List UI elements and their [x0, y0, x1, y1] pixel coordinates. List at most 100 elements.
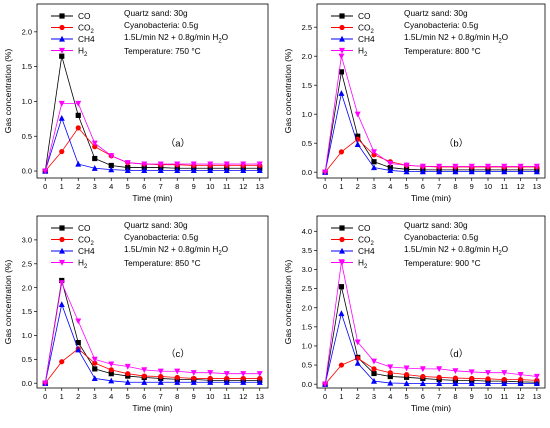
- legend-entry: CH4: [358, 34, 375, 44]
- data-point: [75, 100, 82, 107]
- data-point: [58, 301, 65, 307]
- data-point: [371, 377, 377, 384]
- data-point: [452, 375, 459, 381]
- data-point: [501, 168, 508, 175]
- legend-marker: [339, 13, 345, 19]
- series-line-0: [44, 280, 260, 384]
- data-point: [174, 379, 181, 385]
- data-point: [191, 375, 197, 382]
- y-tick-label: 1.0: [22, 97, 32, 106]
- legend-marker: [339, 236, 345, 243]
- x-tick-label: 5: [126, 182, 130, 191]
- y-tick-label: 0.0: [302, 380, 312, 389]
- legend-entry: CO2: [78, 235, 94, 248]
- y-axis-label: Gas concentration (%): [3, 260, 13, 345]
- panel-label: （d）: [444, 348, 468, 360]
- x-tick-label: 10: [484, 392, 492, 401]
- x-tick-label: 12: [516, 392, 524, 401]
- legend-entry: CO2: [358, 23, 374, 36]
- x-tick-label: 11: [223, 182, 231, 191]
- y-tick-label: 1.0: [302, 342, 312, 351]
- chart-panel-b: 0 1 2 3 4 5 6 7 8 9 10 11 12 130.00.51.01.52.02.5Time…: [283, 3, 546, 203]
- series-line-3: [324, 261, 537, 385]
- data-point: [42, 380, 49, 387]
- data-point: [157, 368, 164, 375]
- data-point: [92, 360, 98, 366]
- x-tick-label: 5: [126, 392, 130, 401]
- legend-marker: [339, 47, 345, 54]
- data-point: [124, 167, 131, 173]
- x-tick-label: 6: [142, 182, 146, 191]
- info-flow: 1.5L/min N2 + 0.8g/min H2O: [404, 32, 509, 45]
- data-point: [338, 53, 345, 60]
- x-tick-label: 12: [516, 182, 524, 191]
- data-point: [58, 280, 65, 287]
- legend-entry: CO: [358, 11, 371, 21]
- y-tick-label: 0.0: [22, 167, 32, 176]
- legend-entry: H2: [78, 258, 88, 271]
- data-point: [371, 358, 377, 365]
- data-point: [485, 380, 491, 387]
- data-point: [75, 160, 82, 167]
- x-tick-label: 9: [192, 182, 196, 191]
- data-point: [157, 167, 164, 173]
- x-tick-label: 10: [206, 392, 214, 401]
- y-axis-label: Gas concentration (%): [3, 49, 13, 134]
- data-point: [517, 168, 524, 175]
- plot-frame: [316, 3, 546, 179]
- x-tick-label: 2: [356, 182, 360, 191]
- data-point: [240, 167, 247, 173]
- series-line-2: [324, 91, 537, 173]
- y-tick-label: 1.5: [22, 62, 32, 71]
- x-tick-label: 8: [453, 392, 457, 401]
- y-tick-label: 0.5: [22, 355, 32, 364]
- data-point: [355, 133, 361, 139]
- x-tick-label: 11: [500, 392, 508, 401]
- info-temperature: Temperature: 750 °C: [124, 46, 201, 56]
- x-tick-label: 4: [109, 182, 113, 191]
- x-tick-label: 12: [239, 392, 247, 401]
- x-tick-label: 11: [223, 392, 231, 401]
- x-tick-label: 7: [437, 392, 441, 401]
- legend-entry: CO: [78, 11, 91, 21]
- legend-marker: [59, 236, 65, 243]
- legend-marker: [339, 259, 345, 266]
- x-tick-label: 5: [404, 392, 408, 401]
- legend-entry: H2: [358, 46, 368, 59]
- data-point: [354, 111, 361, 118]
- legend-marker: [59, 47, 65, 54]
- data-point: [436, 163, 443, 170]
- x-tick-label: 3: [93, 392, 97, 401]
- data-point: [91, 356, 98, 363]
- data-point: [190, 167, 197, 173]
- data-point: [533, 168, 540, 175]
- x-tick-label: 0: [43, 392, 47, 401]
- chart-panel-d: 0 1 2 3 4 5 6 7 8 9 10 11 12 130.00.51.01.52.02.53.03…: [283, 215, 546, 413]
- x-tick-label: 13: [256, 182, 264, 191]
- legend-entry: CO2: [78, 23, 94, 36]
- data-point: [419, 380, 426, 387]
- data-point: [501, 376, 507, 383]
- panel-label: （c）: [166, 348, 190, 360]
- data-point: [452, 380, 459, 387]
- series-line-1: [44, 348, 260, 384]
- data-point: [468, 163, 475, 170]
- panel-label: （a）: [166, 138, 190, 150]
- x-tick-label: 13: [533, 392, 541, 401]
- data-point: [419, 163, 426, 170]
- data-point: [403, 372, 410, 378]
- legend-entry: CH4: [78, 34, 95, 44]
- data-point: [354, 359, 361, 366]
- data-point: [75, 125, 81, 131]
- data-point: [124, 379, 131, 385]
- data-point: [387, 364, 394, 371]
- data-point: [75, 346, 82, 353]
- x-tick-label: 7: [159, 392, 163, 401]
- data-point: [92, 155, 98, 162]
- x-tick-label: 5: [404, 182, 408, 191]
- data-point: [452, 368, 459, 374]
- y-tick-label: 0.5: [302, 139, 312, 148]
- x-tick-label: 10: [484, 182, 492, 191]
- x-tick-label: 3: [93, 182, 97, 191]
- series-line-3: [324, 56, 537, 173]
